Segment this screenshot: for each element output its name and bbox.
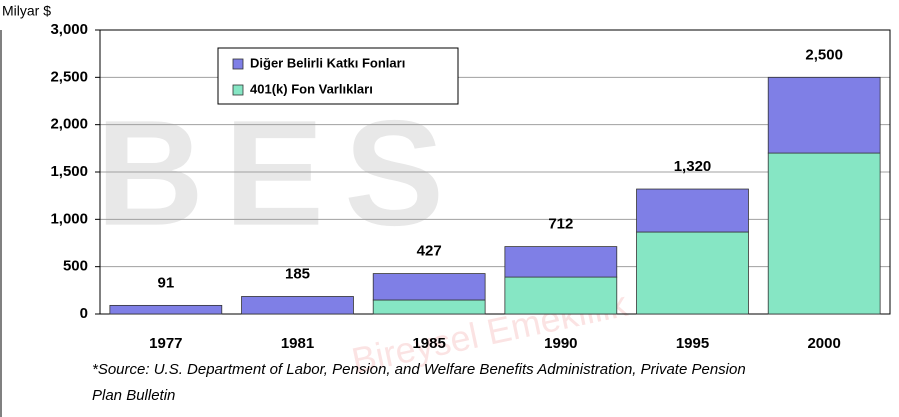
legend-label: 401(k) Fon Varlıkları <box>250 81 373 96</box>
legend-box <box>217 47 459 105</box>
x-tick-label: 1995 <box>676 335 709 352</box>
x-tick-label: 1981 <box>281 335 314 352</box>
bar-segment <box>241 296 354 315</box>
y-tick-label: 0 <box>80 305 88 322</box>
bar-segment <box>767 152 881 315</box>
x-tick-label: 1990 <box>544 335 577 352</box>
watermark: BES <box>96 89 464 257</box>
bar-segment <box>372 299 486 315</box>
y-tick-label: 1,000 <box>50 210 88 227</box>
value-label: 91 <box>157 274 174 291</box>
bar-segment <box>109 304 223 315</box>
value-label: 185 <box>285 265 310 282</box>
bar-segment <box>636 231 749 315</box>
value-label: 427 <box>417 243 442 260</box>
y-tick-label: 500 <box>63 258 88 275</box>
value-label: 1,320 <box>674 158 712 175</box>
bar-segment <box>372 273 486 301</box>
legend-swatch <box>232 58 244 70</box>
x-tick-label: 1985 <box>412 335 445 352</box>
legend-label: Diğer Belirli Katkı Fonları <box>250 55 405 70</box>
plot-border <box>99 29 891 315</box>
y-tick-label: 2,000 <box>50 116 88 133</box>
y-axis-label: Milyar $ <box>2 3 51 19</box>
source: *Source: U.S. Department of Labor, Pensi… <box>92 361 746 378</box>
value-label: 2,500 <box>805 46 843 63</box>
source: Plan Bulletin <box>92 387 175 404</box>
bar-segment <box>504 276 618 315</box>
x-tick-label: 1977 <box>149 335 182 352</box>
bar-segment <box>504 246 618 278</box>
y-tick-label: 3,000 <box>50 21 88 38</box>
y-tick-label: 2,500 <box>50 68 88 85</box>
y-tick-label: 1,500 <box>50 163 88 180</box>
legend-swatch <box>232 84 244 96</box>
bar-segment <box>767 76 881 154</box>
x-tick-label: 2000 <box>807 335 840 352</box>
value-label: 712 <box>548 216 573 233</box>
bar-segment <box>636 188 749 233</box>
